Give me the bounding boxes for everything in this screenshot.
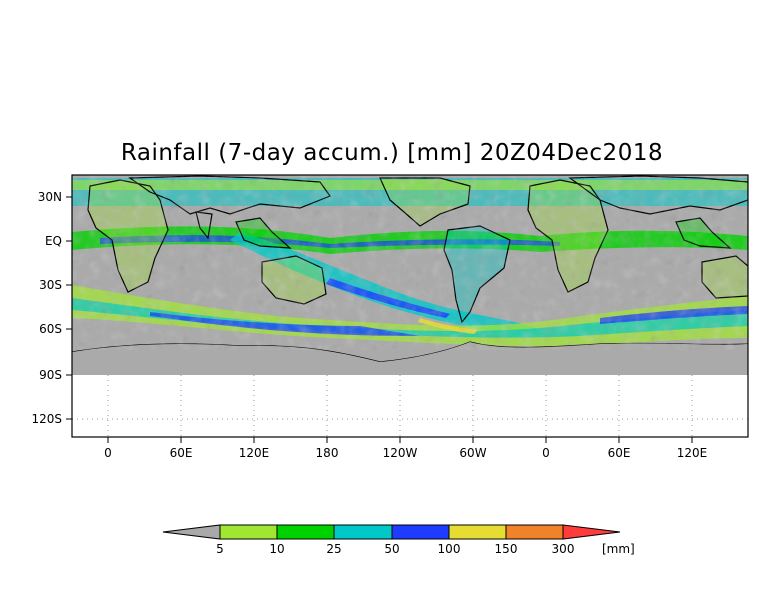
- lat-label: 30S: [39, 278, 62, 292]
- color-legend: [162, 524, 621, 540]
- lon-label: 0: [542, 446, 550, 460]
- lat-label: 120S: [31, 412, 62, 426]
- lon-label: 120E: [677, 446, 708, 460]
- legend-swatch: [219, 524, 278, 540]
- legend-threshold: 5: [216, 542, 224, 556]
- legend-threshold: 150: [495, 542, 518, 556]
- lon-label: 60W: [459, 446, 486, 460]
- legend-threshold: 300: [552, 542, 575, 556]
- lat-label: 60S: [39, 322, 62, 336]
- lon-label: 120E: [239, 446, 270, 460]
- legend-swatch: [391, 524, 450, 540]
- legend-threshold: 10: [269, 542, 284, 556]
- legend-threshold: 25: [326, 542, 341, 556]
- lon-label: 60E: [170, 446, 193, 460]
- legend-swatch-below: [162, 524, 221, 540]
- map-title: Rainfall (7-day accum.) [mm] 20Z04Dec201…: [120, 140, 664, 166]
- legend-swatch: [448, 524, 507, 540]
- lon-label: 180: [316, 446, 339, 460]
- lon-label: 0: [104, 446, 112, 460]
- lon-label: 120W: [383, 446, 418, 460]
- lon-label: 60E: [608, 446, 631, 460]
- lat-label: EQ: [45, 234, 62, 248]
- legend-swatch: [505, 524, 564, 540]
- rainfall-field: [72, 175, 748, 437]
- lat-label: 90S: [39, 368, 62, 382]
- legend-threshold: 100: [438, 542, 461, 556]
- grid-lines: [72, 375, 748, 437]
- legend-threshold: 50: [384, 542, 399, 556]
- legend-unit: [mm]: [602, 542, 635, 556]
- lat-label: 30N: [38, 190, 62, 204]
- legend-swatch-above: [562, 524, 621, 540]
- legend-swatch: [276, 524, 335, 540]
- plot-frame: [71, 174, 749, 438]
- legend-swatch: [333, 524, 393, 540]
